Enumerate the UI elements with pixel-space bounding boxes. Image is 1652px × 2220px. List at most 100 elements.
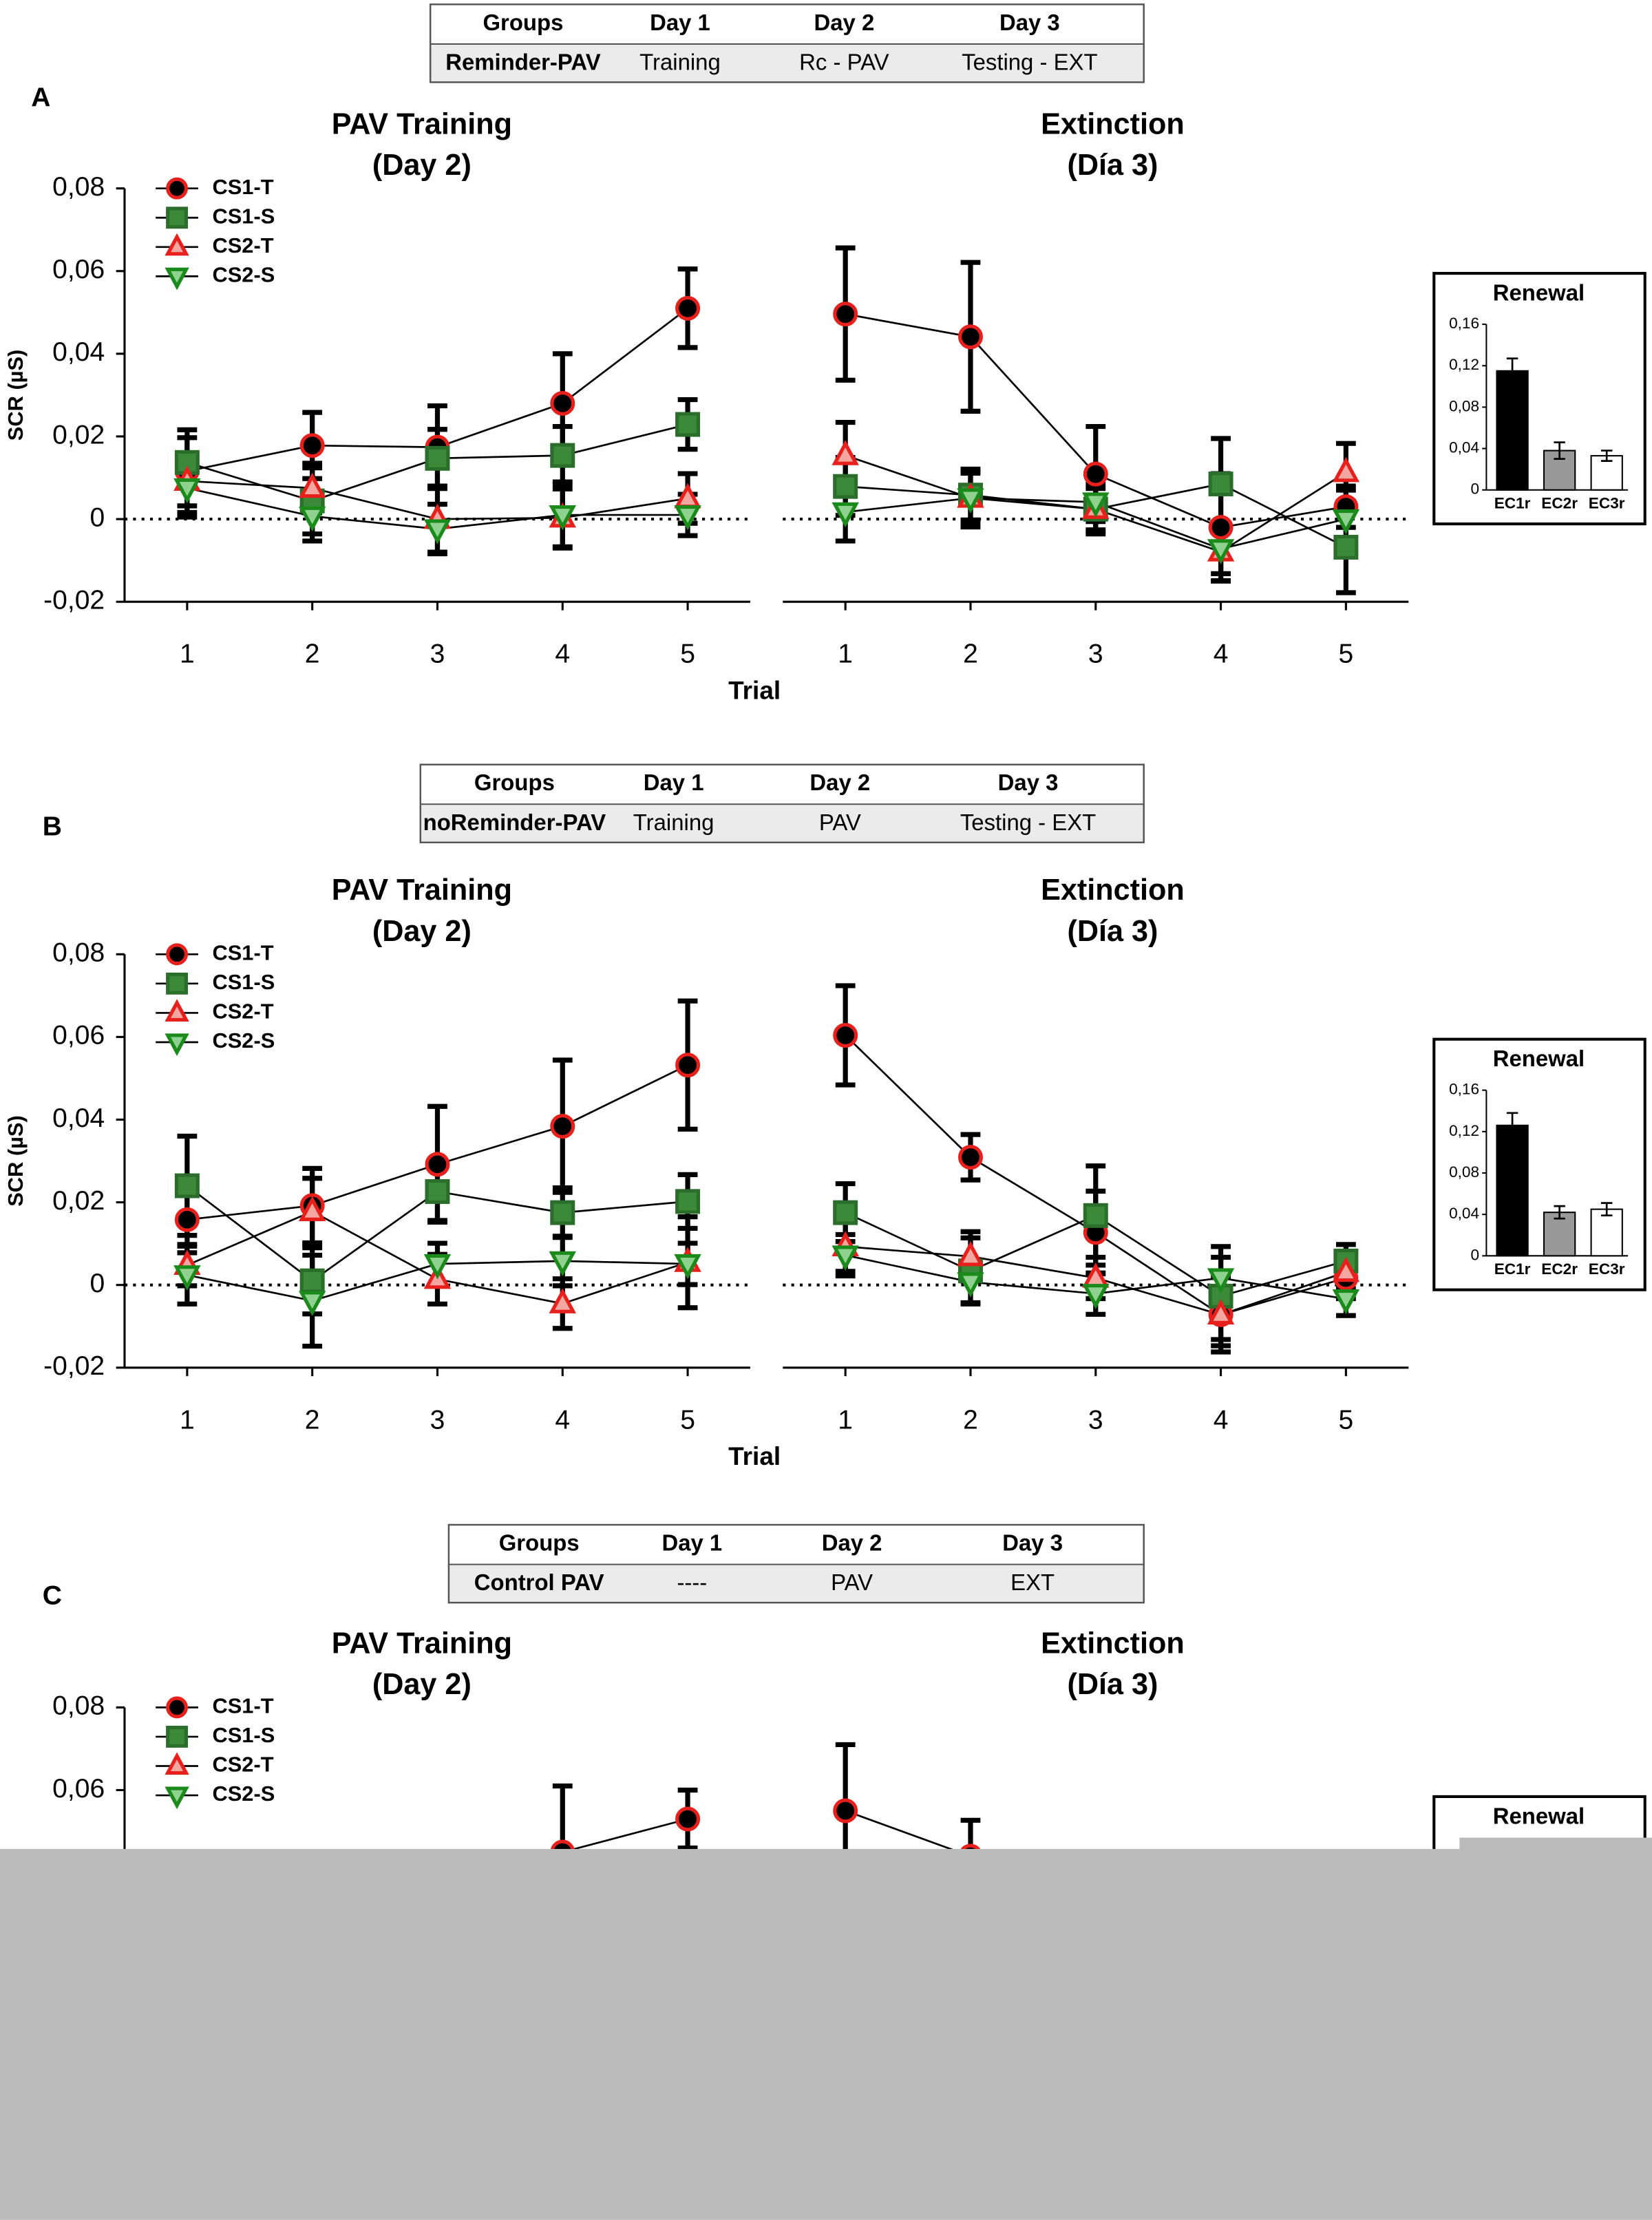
marker [425, 1178, 450, 1204]
x-tick-label: 5 [1339, 639, 1354, 669]
marker [1083, 461, 1108, 487]
x-tick-label: 2 [305, 1405, 320, 1435]
marker [957, 1240, 984, 1267]
marker [832, 440, 859, 465]
marker [957, 324, 983, 350]
table-cell: Testing - EXT [960, 810, 1096, 835]
marker [1332, 456, 1360, 483]
table-cell: PAV [831, 1569, 873, 1595]
x-tick-label: 1 [180, 1405, 195, 1435]
legend-label: CS1-T [212, 1694, 273, 1718]
marker [550, 443, 575, 468]
bar [1590, 1208, 1623, 1257]
marker [165, 267, 189, 290]
panel-label: B [43, 812, 62, 842]
marker [165, 1033, 189, 1057]
marker [957, 1272, 984, 1298]
table-cell: Rc - PAV [799, 49, 889, 74]
x-tick-label: EC1r [1494, 494, 1531, 511]
marker [1332, 1256, 1360, 1282]
marker [166, 1725, 189, 1748]
y-tick-label: 0,08 [52, 1691, 105, 1721]
y-tick-label: 0,16 [1449, 1081, 1479, 1098]
error-bar [1600, 1202, 1613, 1217]
chart-title: Extinction [1041, 874, 1185, 907]
table-header: Day 2 [809, 770, 870, 795]
marker [833, 1798, 858, 1823]
marker [550, 390, 575, 416]
error-bar [1600, 450, 1613, 462]
marker [298, 1291, 326, 1316]
x-tick-label: 3 [1088, 639, 1103, 669]
x-tick-label: EC2r [1541, 1260, 1578, 1278]
marker [165, 1786, 189, 1810]
marker [299, 433, 325, 458]
y-tick-label: 0,12 [1449, 1122, 1479, 1139]
marker [1332, 1289, 1360, 1315]
x-tick-label: EC1r [1494, 1260, 1531, 1278]
table-cell: Reminder-PAV [445, 49, 600, 74]
x-axis-label: Trial [728, 1441, 781, 1470]
y-tick-label: 0,02 [52, 1186, 105, 1216]
y-tick-label: 0,08 [1449, 397, 1479, 414]
chart-title: PAV Training [332, 108, 512, 141]
x-tick-label: 3 [430, 1405, 445, 1435]
x-tick-label: 5 [680, 1405, 695, 1435]
marker [166, 1696, 189, 1719]
table-cell: Testing - EXT [962, 49, 1097, 74]
y-tick-label: -0,02 [43, 1351, 105, 1381]
marker [833, 1022, 858, 1048]
chart-title: Renewal [1493, 1046, 1585, 1071]
marker [833, 474, 858, 499]
marker [1208, 515, 1233, 540]
marker [165, 1752, 189, 1775]
y-tick-label: 0 [1471, 1246, 1480, 1263]
y-tick-label: 0,04 [1449, 1205, 1479, 1222]
marker [165, 999, 189, 1022]
x-tick-label: 4 [1214, 639, 1229, 669]
marker [173, 478, 201, 504]
panel-label: A [31, 83, 50, 112]
y-tick-label: 0,04 [52, 1103, 105, 1133]
table-cell: noReminder-PAV [423, 810, 606, 835]
marker [957, 1145, 983, 1170]
x-tick-label: 3 [1088, 1405, 1103, 1435]
panel-label: C [43, 1581, 62, 1610]
y-tick-label: 0,08 [1449, 1163, 1479, 1181]
table-row-bg [420, 804, 1144, 843]
legend-label: CS2-T [212, 1753, 273, 1777]
legend-label: CS1-S [212, 1723, 275, 1747]
x-tick-label: 4 [555, 639, 570, 669]
marker [674, 1254, 701, 1280]
y-tick-label: 0,06 [52, 255, 105, 284]
table-cell: Control PAV [474, 1569, 604, 1595]
marker [1207, 1299, 1235, 1325]
marker [675, 412, 701, 437]
x-tick-label: 2 [305, 639, 320, 669]
chart-title: Renewal [1493, 280, 1585, 306]
y-tick-label: 0,12 [1449, 356, 1479, 373]
series-line [845, 1810, 971, 1857]
marker [674, 505, 701, 531]
y-tick-label: 0 [89, 503, 105, 532]
marker [298, 472, 326, 498]
chart-title: Extinction [1041, 1627, 1185, 1660]
bar [1496, 1124, 1529, 1257]
marker [675, 1806, 701, 1832]
x-tick-label: 5 [1339, 1405, 1354, 1435]
marker [298, 1196, 326, 1221]
x-tick-label: EC3r [1589, 1260, 1625, 1278]
error-bar [1506, 357, 1518, 385]
marker [1332, 509, 1360, 535]
marker [1207, 539, 1235, 564]
marker [550, 1114, 575, 1139]
marker [425, 1152, 450, 1177]
chart-title: (Day 2) [372, 915, 472, 948]
marker [1208, 472, 1233, 497]
marker [166, 943, 189, 966]
y-tick-label: 0,04 [1449, 439, 1479, 456]
marker [550, 1200, 575, 1225]
x-tick-label: 4 [1214, 1405, 1229, 1435]
chart-title: PAV Training [332, 874, 512, 907]
